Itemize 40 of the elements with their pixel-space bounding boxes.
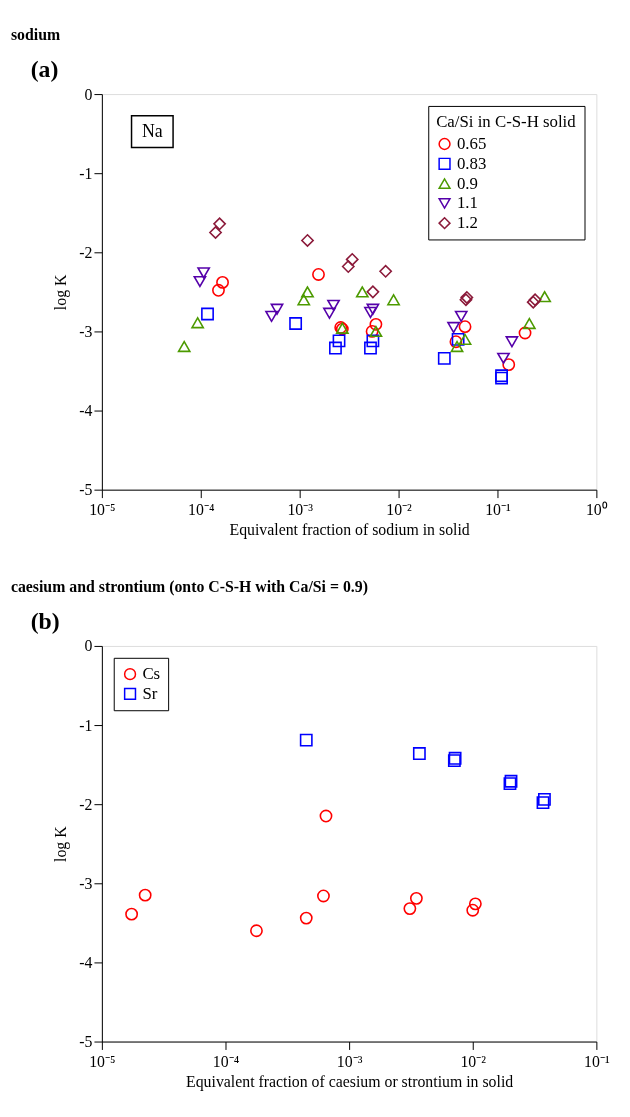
legend-label: 0.83 — [456, 153, 487, 173]
y-tick-label: -2 — [79, 243, 93, 261]
x-tick-label: 10⁻⁵ — [89, 1052, 116, 1070]
y-tick-label: -2 — [79, 795, 93, 813]
x-tick-label: 10⁻⁵ — [89, 500, 116, 518]
legend-label: 0.9 — [456, 173, 478, 193]
x-tick-label: 10⁻³ — [336, 1052, 363, 1070]
y-axis-title: log K — [52, 825, 71, 863]
x-tick-label: 10⁻³ — [287, 500, 314, 518]
legend-label: Sr — [142, 683, 158, 703]
y-axis-title: log K — [52, 274, 71, 311]
x-tick-label: 10⁻² — [386, 500, 413, 518]
x-tick-label: 10⁻² — [460, 1052, 487, 1070]
y-tick-label: -3 — [79, 322, 93, 340]
y-tick-label: -3 — [79, 874, 93, 892]
y-tick-label: -5 — [79, 1032, 93, 1050]
annotation: Na — [141, 120, 163, 141]
x-tick-label: 10⁻⁴ — [188, 500, 215, 518]
x-tick-label: 10⁻¹ — [485, 500, 511, 518]
y-tick-label: 0 — [84, 637, 93, 655]
y-tick-label: -4 — [79, 953, 93, 971]
y-tick-label: -1 — [79, 164, 93, 182]
legend-label: 1.1 — [456, 193, 478, 213]
chart-title: caesium and strontium (onto C-S-H with Ca/Si = 0.9) — [10, 577, 368, 596]
x-tick-label: 10⁰ — [585, 500, 608, 518]
legend-label: 1.2 — [456, 213, 478, 233]
chart-title: sodium — [10, 25, 61, 43]
legend-label: Cs — [142, 664, 161, 684]
legend-label: 0.65 — [456, 133, 487, 153]
y-tick-label: -4 — [79, 401, 93, 419]
x-axis-title: Equivalent fraction of caesium or strontium in solid — [186, 1072, 514, 1091]
legend-title: Ca/Si in C-S-H solid — [436, 111, 577, 131]
text: (b) — [30, 608, 60, 635]
text: (a) — [30, 56, 59, 83]
x-axis-title: Equivalent fraction of sodium in solid — [229, 520, 470, 539]
x-tick-label: 10⁻⁴ — [212, 1052, 240, 1070]
y-tick-label: -5 — [79, 481, 93, 499]
y-tick-label: 0 — [84, 85, 93, 103]
y-tick-label: -1 — [79, 716, 93, 734]
x-tick-label: 10⁻¹ — [584, 1052, 610, 1070]
